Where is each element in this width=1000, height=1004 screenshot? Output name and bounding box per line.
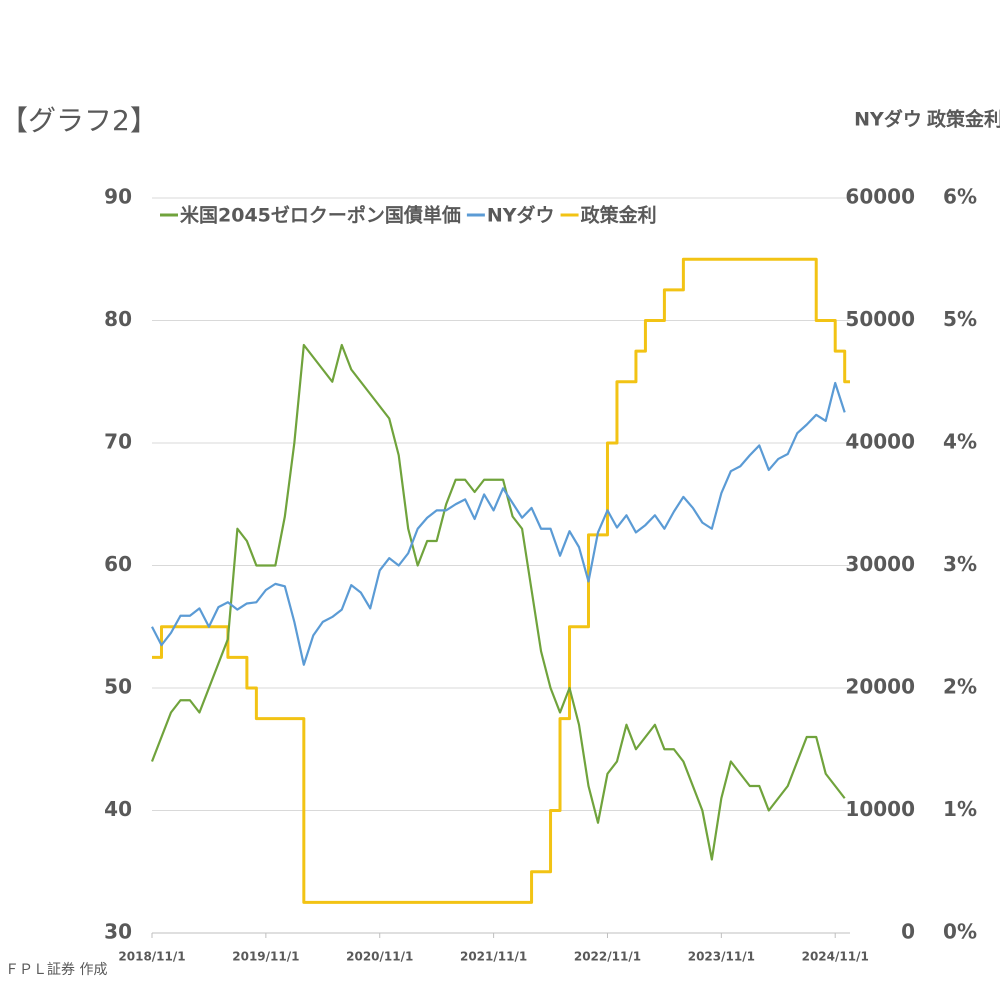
y3-tick-label: 2%	[943, 675, 977, 699]
y2-tick-label: 20000	[845, 675, 915, 699]
y-tick-label: 60	[104, 552, 132, 576]
y3-header: 政策金利	[927, 108, 1000, 131]
y3-tick-label: 0%	[943, 920, 977, 944]
y-tick-label: 70	[104, 430, 132, 454]
y-tick-label: 50	[104, 675, 132, 699]
y3-tick-label: 1%	[943, 797, 977, 821]
y3-tick-label: 4%	[943, 430, 977, 454]
x-tick-label: 2021/11/1	[460, 950, 527, 964]
y2-tick-label: 0	[901, 920, 915, 944]
x-tick-label: 2020/11/1	[346, 950, 413, 964]
x-tick-label: 2018/11/1	[118, 950, 185, 964]
legend-label: 米国2045ゼロクーポン国債単価	[180, 204, 461, 227]
legend-label: 政策金利	[581, 204, 657, 227]
series-line	[150, 343, 846, 861]
y2-header: NYダウ	[854, 108, 922, 131]
y-tick-label: 30	[104, 920, 132, 944]
y2-tick-label: 30000	[845, 552, 915, 576]
y2-tick-label: 60000	[845, 185, 915, 209]
y-tick-label: 90	[104, 185, 132, 209]
y-tick-label: 40	[104, 797, 132, 821]
y3-tick-label: 5%	[943, 307, 977, 331]
x-tick-label: 2022/11/1	[574, 950, 641, 964]
footer: ＦＰＬ証券 作成	[5, 962, 107, 978]
y2-tick-label: 40000	[845, 430, 915, 454]
y2-tick-label: 50000	[845, 307, 915, 331]
y3-tick-label: 3%	[943, 552, 977, 576]
x-tick-label: 2024/11/1	[802, 950, 869, 964]
chart-title: 【グラフ2】	[0, 104, 158, 137]
y2-tick-label: 10000	[845, 797, 915, 821]
series-line	[151, 381, 846, 666]
x-tick-label: 2023/11/1	[688, 950, 755, 964]
y-tick-label: 80	[104, 307, 132, 331]
series-line	[152, 257, 850, 904]
legend-label: NYダウ	[487, 204, 555, 227]
y3-tick-label: 6%	[943, 185, 977, 209]
x-tick-label: 2019/11/1	[232, 950, 299, 964]
